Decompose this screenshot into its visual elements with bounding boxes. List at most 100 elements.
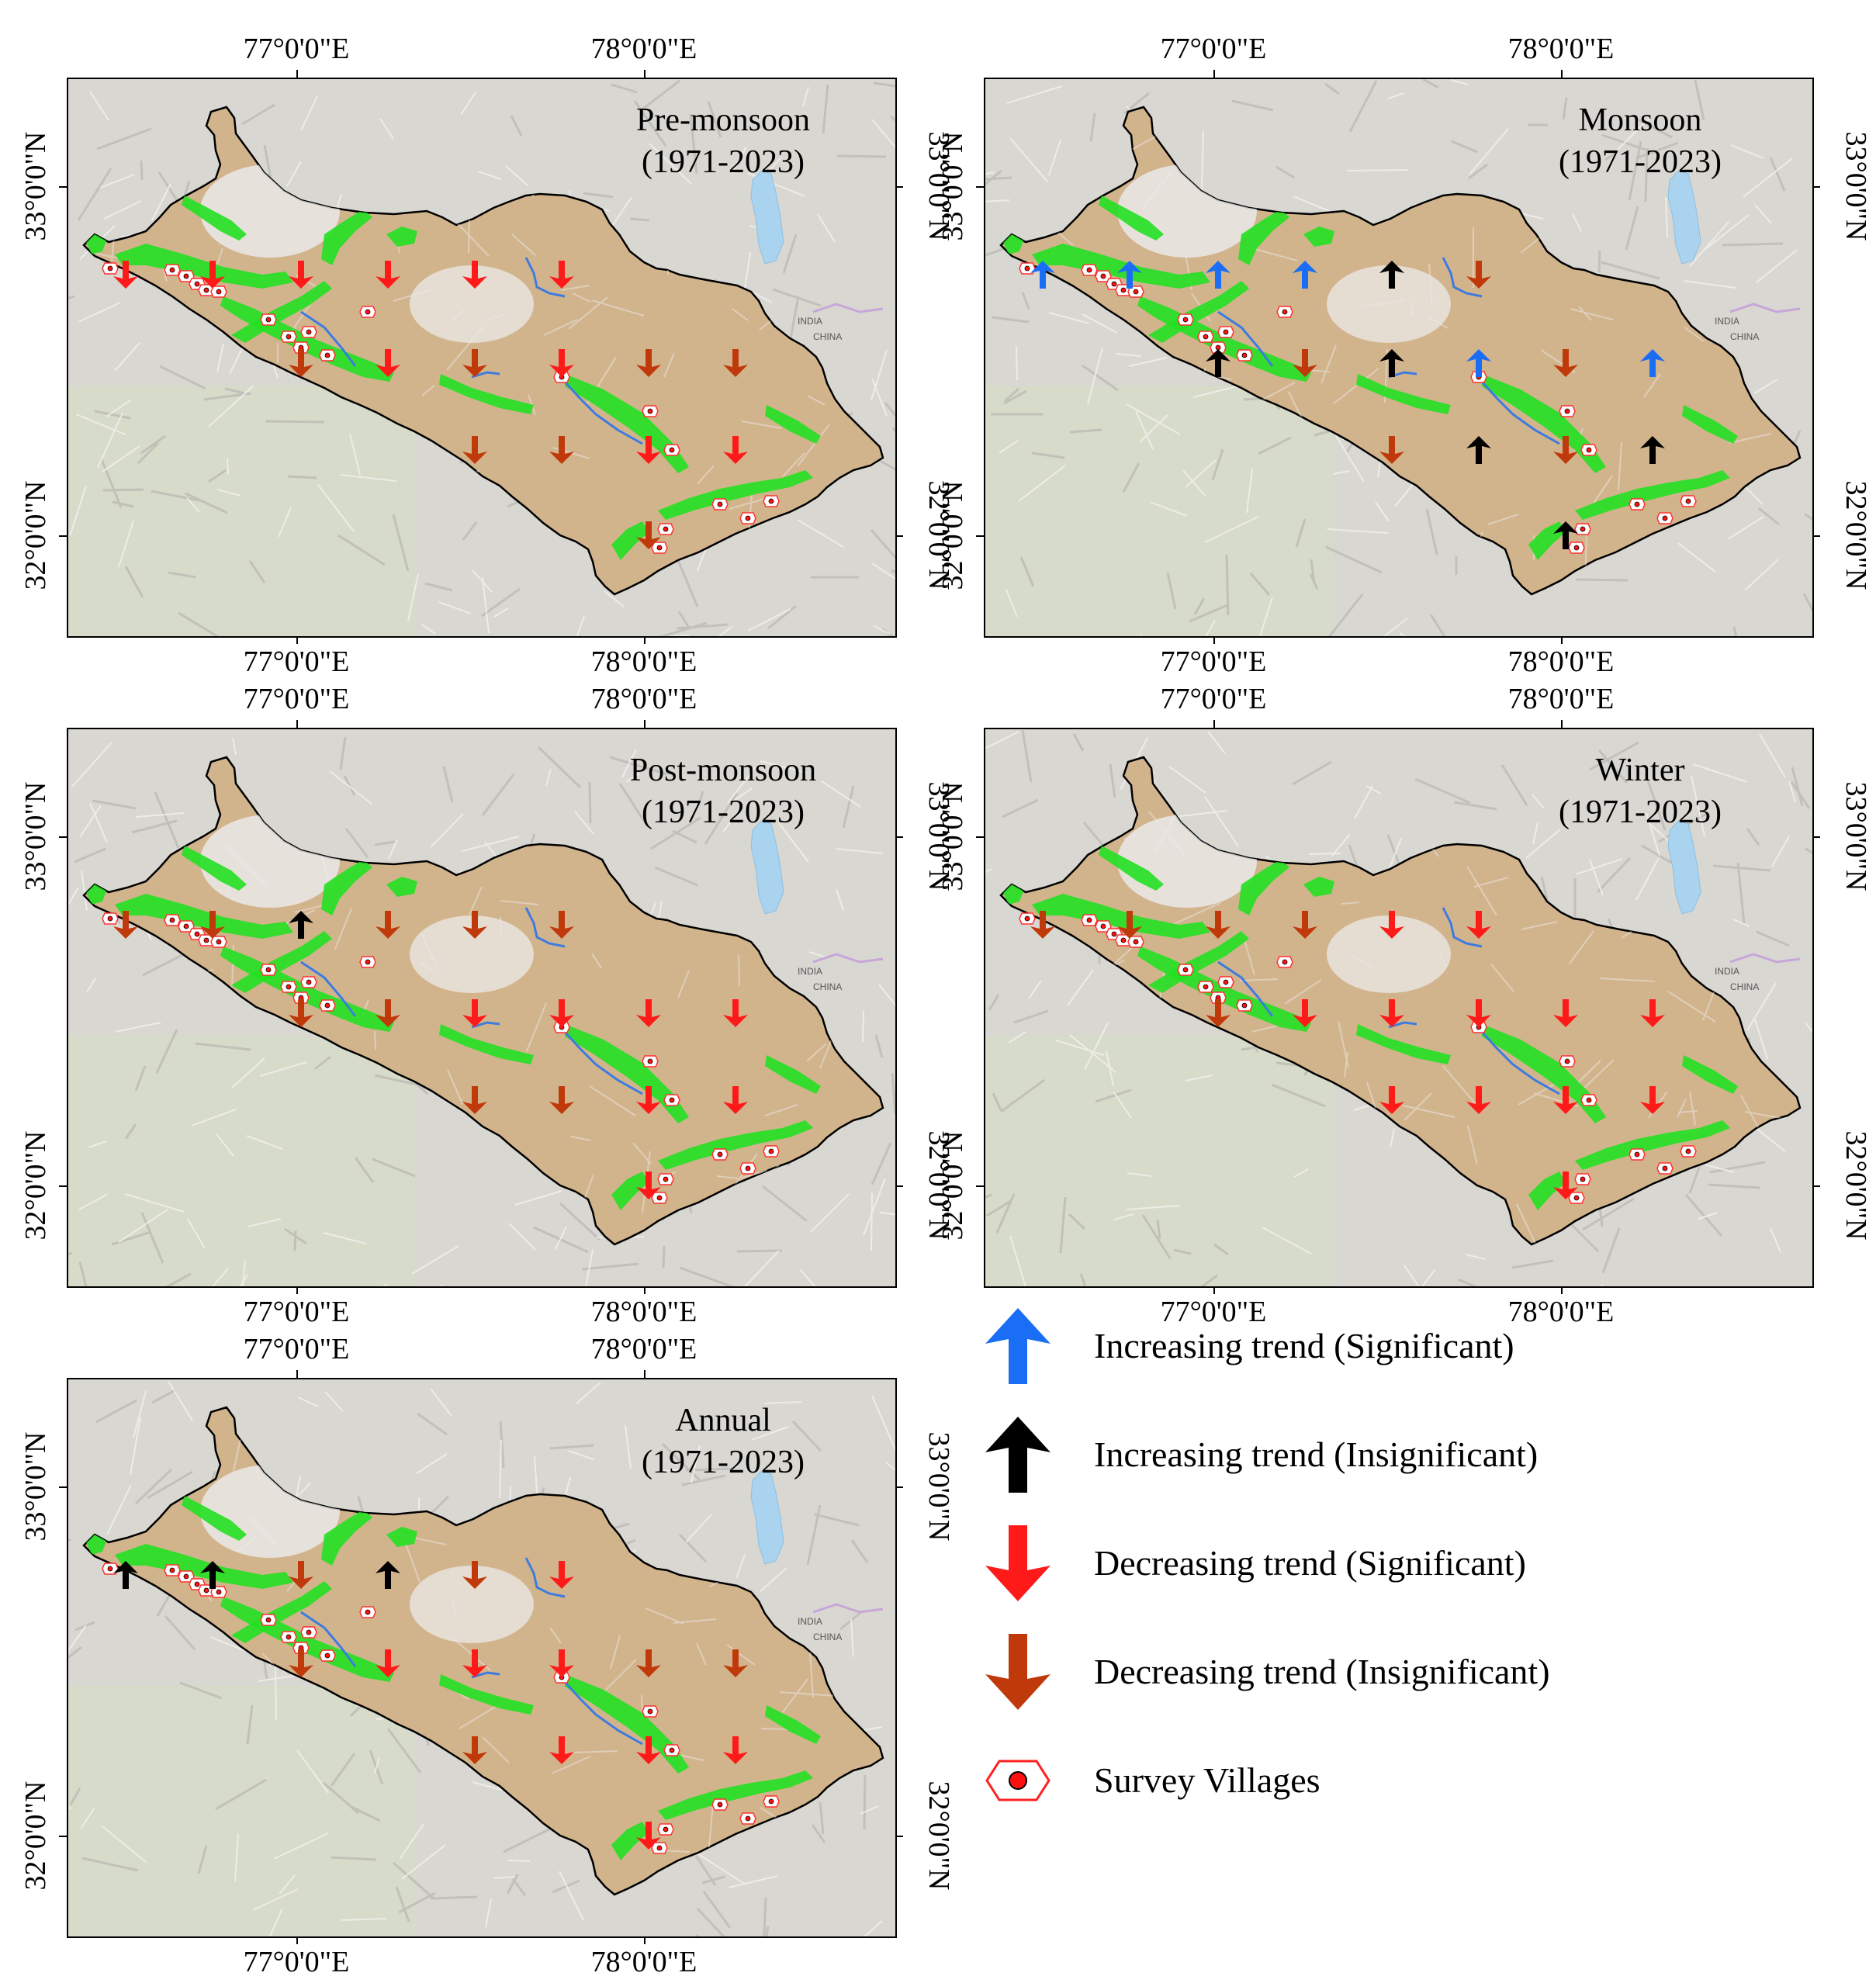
survey-village-marker <box>359 956 376 968</box>
trend-arrow <box>462 1649 487 1677</box>
survey-village-marker <box>164 914 181 926</box>
trend-arrow <box>200 911 225 939</box>
trend-arrow <box>636 999 661 1027</box>
lon-label-top: 78°0'0"E <box>590 1333 697 1365</box>
lon-label-bottom: 77°0'0"E <box>243 645 350 678</box>
trend-arrow <box>1293 261 1317 289</box>
survey-village-marker <box>663 1094 680 1106</box>
trend-arrow <box>1206 261 1230 289</box>
panel-title: Pre-monsoon (1971-2023) <box>568 99 878 183</box>
map-frame: INDIA CHINA <box>67 728 897 1288</box>
trend-arrow <box>462 349 487 377</box>
survey-village-marker <box>292 1642 310 1654</box>
trend-arrow <box>1379 911 1404 939</box>
lat-label-right: 33°0'0"N <box>922 1431 955 1542</box>
lat-label-right: 32°0'0"N <box>922 1781 955 1891</box>
trend-arrow <box>1293 911 1317 939</box>
lat-label-left: 33°0'0"N <box>19 1431 52 1542</box>
trend-arrow <box>1030 261 1055 289</box>
lon-label-bottom: 78°0'0"E <box>590 645 697 678</box>
lon-label-bottom: 77°0'0"E <box>1160 1296 1267 1328</box>
trend-arrow <box>549 436 574 464</box>
trend-arrow <box>1553 999 1578 1027</box>
survey-village-marker <box>178 920 195 933</box>
trend-arrow <box>376 1649 400 1677</box>
legend: Increasing trend (Significant) Increasin… <box>979 1303 1864 1940</box>
trend-arrow <box>289 1561 313 1589</box>
trend-arrow <box>549 261 574 289</box>
trend-arrow <box>113 261 138 289</box>
basemap-label-india: INDIA <box>798 1616 822 1627</box>
survey-village-marker <box>663 444 680 456</box>
survey-village-marker <box>178 1570 195 1583</box>
trend-arrow <box>289 261 313 289</box>
trend-arrow <box>289 1649 313 1677</box>
map-canvas: INDIA CHINA <box>68 729 895 1286</box>
trend-arrow <box>462 911 487 939</box>
lon-label-top: 77°0'0"E <box>243 33 350 65</box>
trend-arrow <box>1379 349 1404 377</box>
survey-village-marker <box>1210 992 1227 1004</box>
panel-season-label: Annual <box>675 1403 771 1438</box>
survey-village-marker <box>1095 920 1112 933</box>
survey-village-marker <box>1127 286 1144 298</box>
trend-arrow <box>1640 436 1665 464</box>
lon-label-bottom: 77°0'0"E <box>243 1946 350 1978</box>
lat-label-left: 32°0'0"N <box>19 1130 52 1241</box>
trend-arrow <box>462 999 487 1027</box>
survey-village-marker <box>300 976 317 988</box>
lon-label-top: 77°0'0"E <box>243 1333 350 1365</box>
survey-village-marker <box>292 992 310 1004</box>
trend-arrow <box>289 911 313 939</box>
lon-label-bottom: 78°0'0"E <box>1507 1296 1615 1328</box>
lon-label-bottom: 77°0'0"E <box>1160 645 1267 678</box>
trend-arrow <box>200 1561 225 1589</box>
map-frame: INDIA CHINA <box>984 78 1814 638</box>
map-canvas: INDIA CHINA <box>985 729 1812 1286</box>
trend-arrow <box>636 1086 661 1114</box>
trend-arrow <box>723 1649 748 1677</box>
survey-village-marker <box>1177 964 1194 976</box>
legend-row-increasing-insignificant: Increasing trend (Insignificant) <box>979 1412 1864 1497</box>
trend-arrow <box>376 911 400 939</box>
survey-village-marker <box>642 405 659 417</box>
survey-village-marker <box>1081 264 1098 276</box>
panel-season-label: Pre-monsoon <box>636 102 810 138</box>
lat-label-left: 32°0'0"N <box>19 480 52 590</box>
survey-village-marker <box>1210 341 1227 354</box>
trend-arrow <box>723 1736 748 1764</box>
trend-arrow <box>1117 261 1142 289</box>
trend-arrow <box>289 349 313 377</box>
trend-arrow <box>636 1822 661 1850</box>
trend-arrow <box>1379 1086 1404 1114</box>
trend-arrow <box>1553 349 1578 377</box>
survey-village-marker <box>1276 306 1293 318</box>
survey-village-marker <box>642 1705 659 1718</box>
survey-village-marker <box>280 1631 297 1643</box>
trend-arrow <box>1553 436 1578 464</box>
legend-label-decreasing-significant: Decreasing trend (Significant) <box>1094 1543 1526 1583</box>
trend-arrow <box>1466 349 1491 377</box>
legend-row-increasing-significant: Increasing trend (Significant) <box>979 1303 1864 1389</box>
basemap-label-india: INDIA <box>1715 966 1739 977</box>
map-canvas: INDIA CHINA <box>68 1379 895 1936</box>
survey-village-marker <box>657 1173 674 1185</box>
trend-arrow <box>723 999 748 1027</box>
survey-village-marker <box>739 512 756 524</box>
trend-arrow <box>636 1171 661 1199</box>
survey-village-marker <box>1680 1145 1697 1158</box>
lat-label-left: 32°0'0"N <box>936 480 969 590</box>
trend-arrow <box>1553 521 1578 549</box>
trend-arrow <box>1117 911 1142 939</box>
survey-village-marker <box>1081 914 1098 926</box>
increasing-insignificant-arrow-icon <box>985 1417 1050 1493</box>
trend-arrow <box>636 1649 661 1677</box>
survey-village-marker <box>651 542 668 554</box>
panel-period-label: (1971-2023) <box>642 794 805 830</box>
survey-village-marker <box>300 1626 317 1639</box>
trend-arrow <box>289 999 313 1027</box>
trend-arrow <box>1379 261 1404 289</box>
trend-arrow <box>1466 261 1491 289</box>
survey-village-marker <box>102 912 119 925</box>
lon-label-top: 78°0'0"E <box>590 683 697 715</box>
